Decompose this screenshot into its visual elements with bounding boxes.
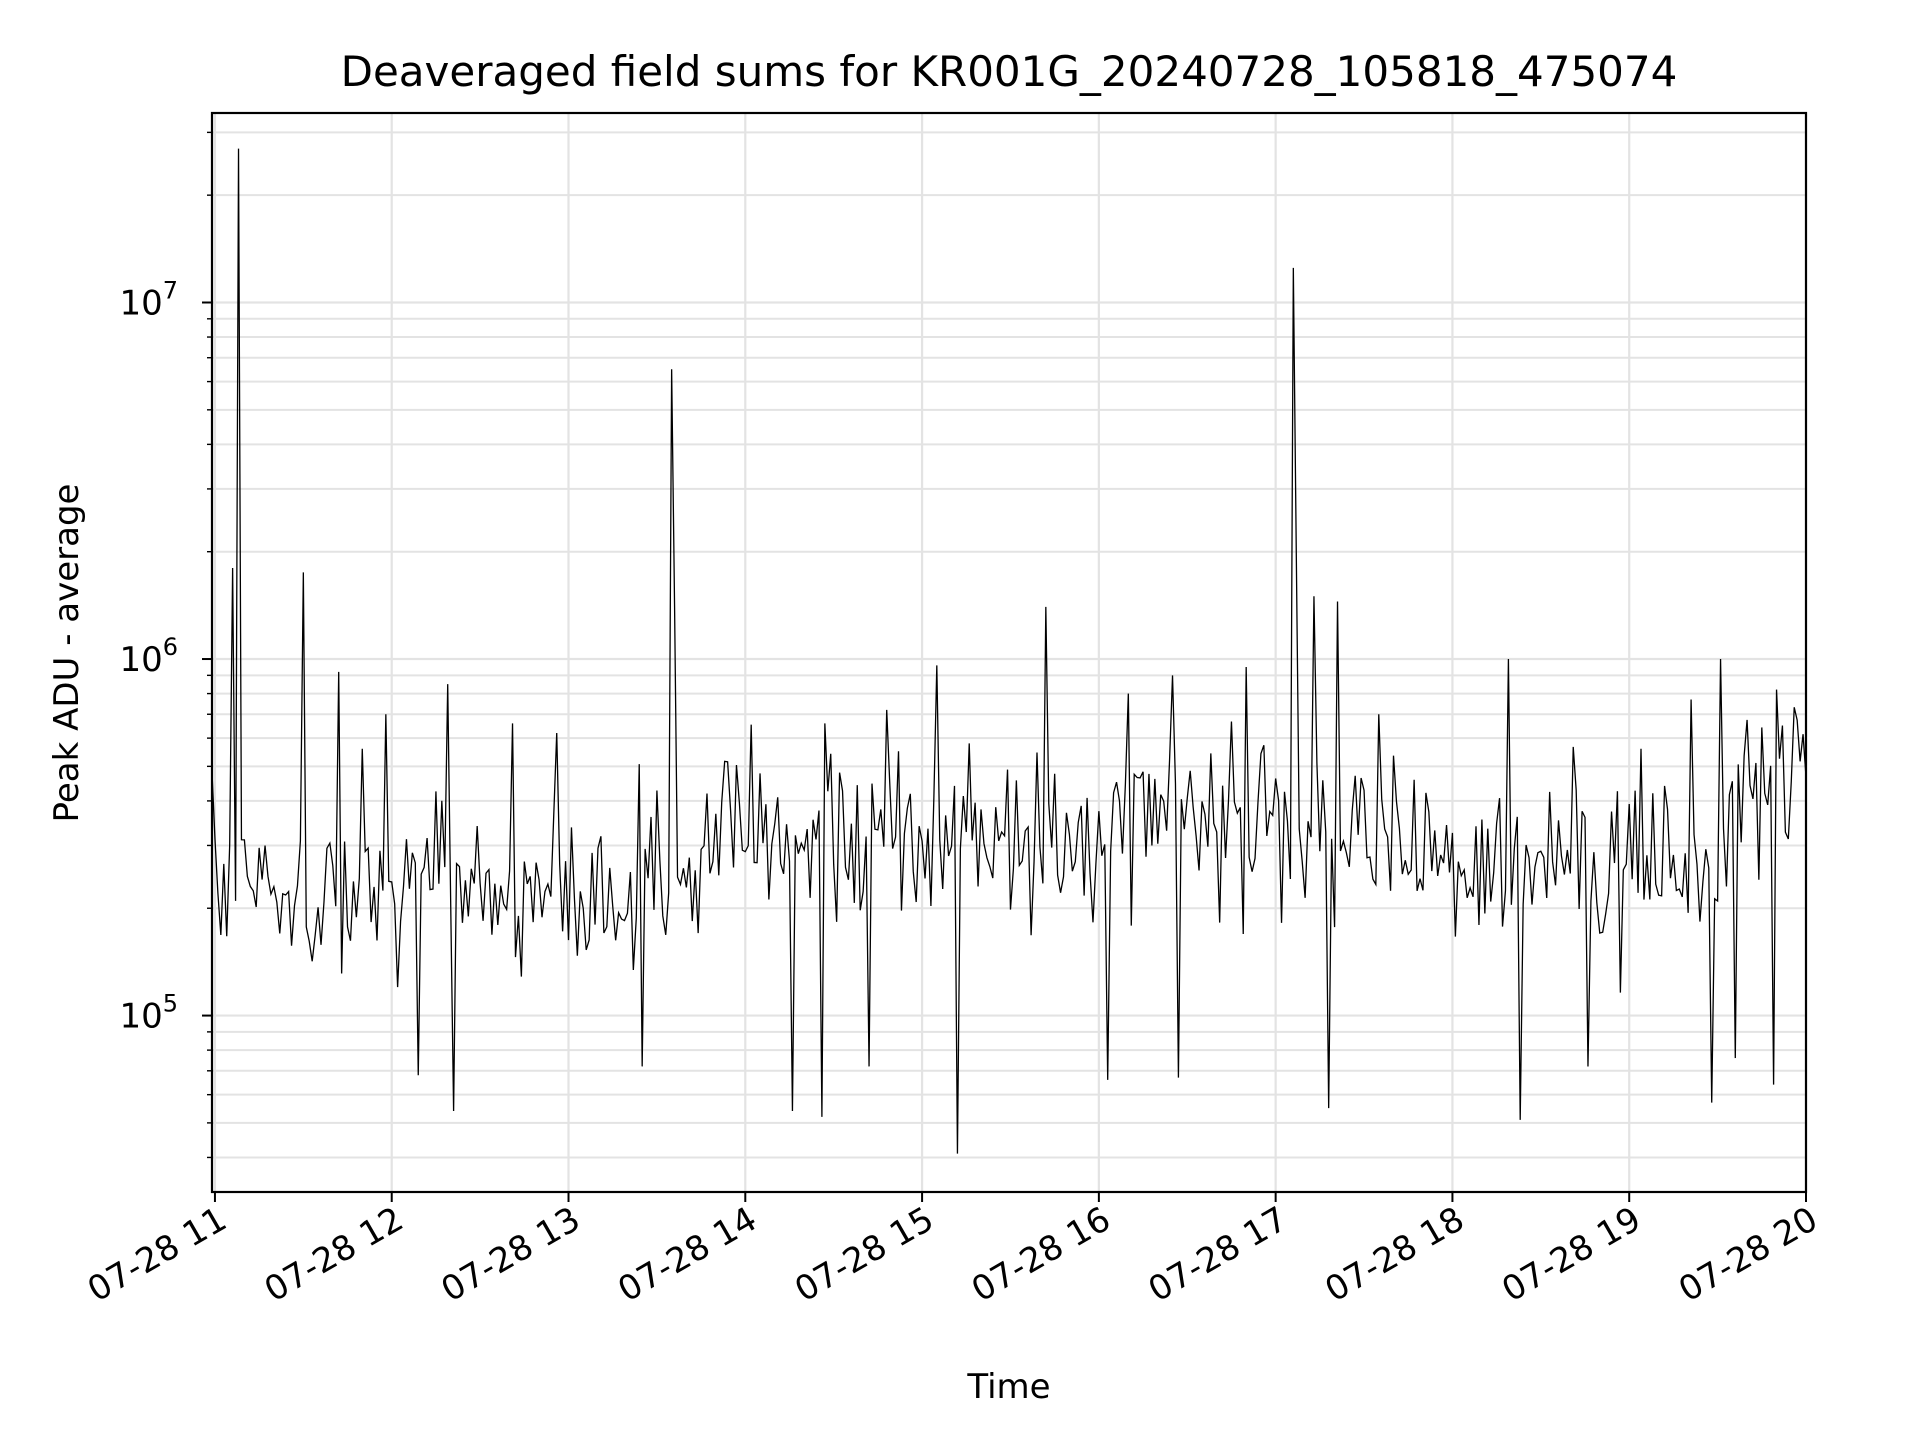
chart-title: Deaveraged field sums for KR001G_2024072… [341,47,1678,96]
y-tick-base: 10 [119,283,162,323]
series-line [211,148,1807,1154]
y-tick-label: 107 [119,276,178,323]
y-tick-exponent: 7 [163,276,178,304]
y-tick-base: 10 [119,997,162,1037]
x-axis-title: Time [966,1367,1050,1407]
y-tick-exponent: 5 [163,990,178,1018]
y-tick-base: 10 [119,640,162,680]
y-tick-label: 106 [119,633,178,680]
y-tick-label: 105 [119,990,178,1037]
y-axis-title: Peak ADU - average [47,484,87,823]
plot-frame [210,111,1808,1194]
y-tick-exponent: 6 [163,633,178,661]
series-line-path [211,148,1807,1154]
